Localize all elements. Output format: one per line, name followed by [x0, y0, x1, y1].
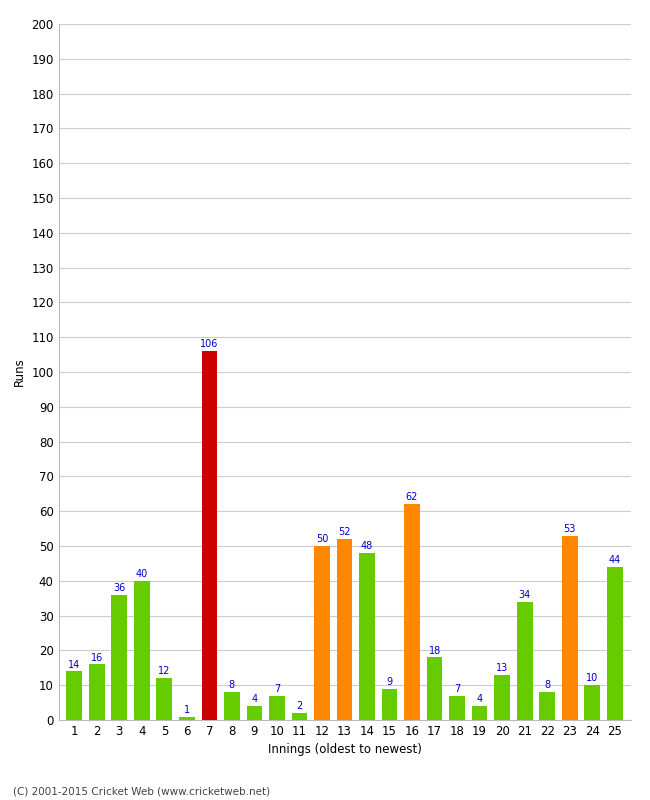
Text: 16: 16	[90, 653, 103, 662]
Text: 8: 8	[544, 681, 551, 690]
Bar	[494, 674, 510, 720]
Text: 7: 7	[274, 684, 280, 694]
Text: 4: 4	[252, 694, 257, 704]
X-axis label: Innings (oldest to newest): Innings (oldest to newest)	[268, 743, 421, 757]
Text: 13: 13	[496, 663, 508, 673]
Bar	[337, 539, 352, 720]
Bar	[89, 664, 105, 720]
Bar	[224, 692, 240, 720]
Bar	[111, 594, 127, 720]
Bar	[607, 567, 623, 720]
Bar	[472, 706, 488, 720]
Text: 50: 50	[316, 534, 328, 544]
Text: 1: 1	[184, 705, 190, 714]
Text: 10: 10	[586, 674, 599, 683]
Bar	[404, 504, 420, 720]
Text: 2: 2	[296, 702, 303, 711]
Bar	[314, 546, 330, 720]
Text: 53: 53	[564, 524, 576, 534]
Text: 9: 9	[387, 677, 393, 687]
Text: 4: 4	[476, 694, 483, 704]
Text: 106: 106	[200, 339, 218, 350]
Bar	[269, 696, 285, 720]
Bar	[359, 553, 375, 720]
Bar	[382, 689, 397, 720]
Y-axis label: Runs: Runs	[13, 358, 26, 386]
Text: 52: 52	[338, 527, 351, 538]
Bar	[134, 581, 150, 720]
Bar	[246, 706, 263, 720]
Bar	[202, 351, 217, 720]
Text: 18: 18	[428, 646, 441, 656]
Text: (C) 2001-2015 Cricket Web (www.cricketweb.net): (C) 2001-2015 Cricket Web (www.cricketwe…	[13, 786, 270, 796]
Text: 14: 14	[68, 659, 81, 670]
Bar	[157, 678, 172, 720]
Text: 8: 8	[229, 681, 235, 690]
Bar	[584, 685, 600, 720]
Text: 36: 36	[113, 583, 125, 593]
Bar	[179, 717, 195, 720]
Text: 7: 7	[454, 684, 460, 694]
Text: 48: 48	[361, 542, 373, 551]
Bar	[66, 671, 82, 720]
Text: 12: 12	[158, 666, 170, 677]
Bar	[449, 696, 465, 720]
Bar	[517, 602, 532, 720]
Text: 40: 40	[136, 569, 148, 579]
Bar	[426, 658, 443, 720]
Bar	[292, 713, 307, 720]
Text: 44: 44	[608, 555, 621, 565]
Text: 34: 34	[519, 590, 531, 600]
Bar	[562, 535, 578, 720]
Bar	[540, 692, 555, 720]
Text: 62: 62	[406, 493, 418, 502]
